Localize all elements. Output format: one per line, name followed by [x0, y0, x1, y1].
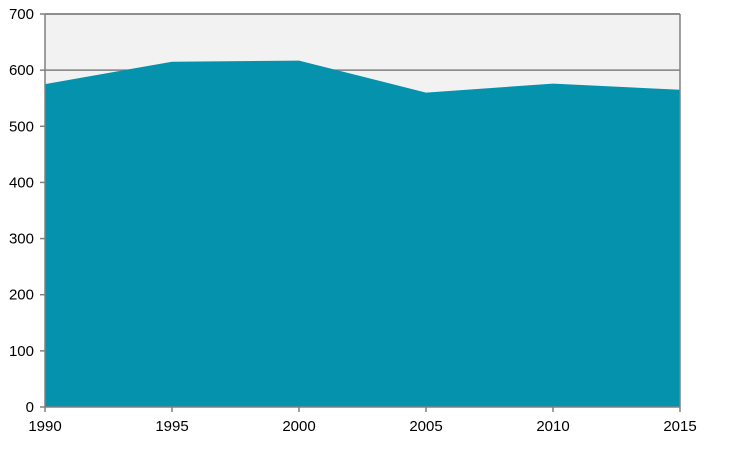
- x-axis: 1990 1995 2000 2005 2010 2015: [28, 406, 697, 435]
- area-series: [45, 60, 680, 407]
- x-tick-label-2000: 2000: [282, 418, 315, 435]
- x-tick-label-1990: 1990: [28, 418, 61, 435]
- y-tick-label-100: 100: [9, 343, 34, 360]
- y-tick-label-200: 200: [9, 287, 34, 304]
- y-axis: 0 100 200 300 400 500 600 700: [9, 6, 46, 416]
- y-tick-label-700: 700: [9, 6, 34, 23]
- y-tick-label-400: 400: [9, 174, 34, 191]
- x-tick-label-2010: 2010: [536, 418, 569, 435]
- area-series-1: [45, 60, 680, 407]
- y-tick-label-300: 300: [9, 231, 34, 248]
- y-tick-label-600: 600: [9, 62, 34, 79]
- x-tick-label-1995: 1995: [155, 418, 188, 435]
- y-tick-label-500: 500: [9, 118, 34, 135]
- x-tick-label-2005: 2005: [409, 418, 442, 435]
- x-tick-label-2015: 2015: [663, 418, 696, 435]
- y-tick-label-0: 0: [26, 399, 34, 416]
- plot-frame: [45, 13, 681, 407]
